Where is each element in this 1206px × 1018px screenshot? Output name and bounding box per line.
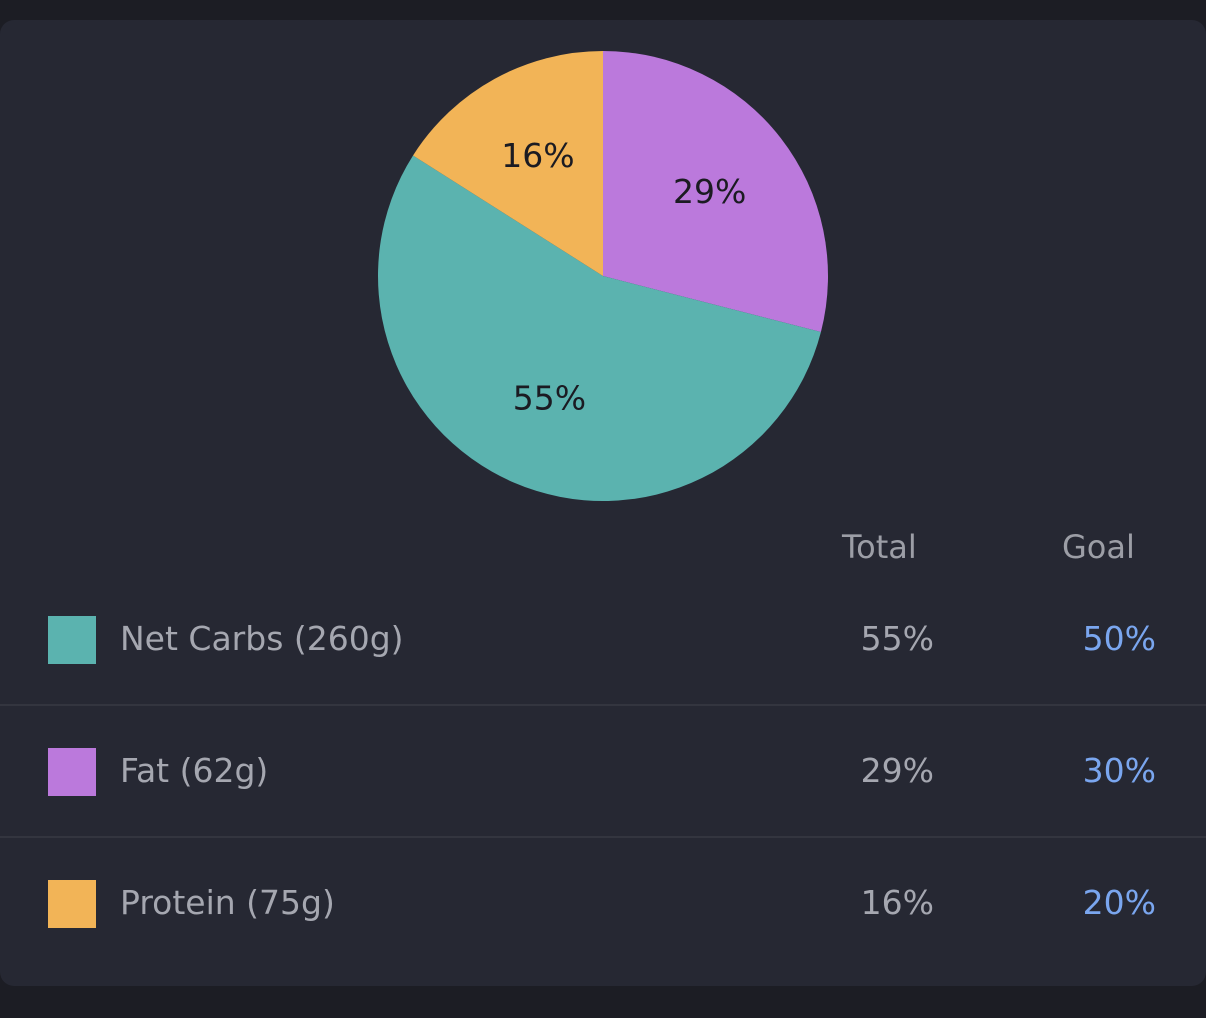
color-swatch	[48, 880, 96, 928]
macro-name: Protein (75g)	[120, 883, 335, 922]
pie-label-net-carbs: 55%	[513, 378, 586, 417]
pie-slice-protein[interactable]	[413, 51, 603, 276]
macro-row-net-carbs[interactable]: Net Carbs (260g) 55% 50%	[0, 574, 1206, 706]
color-swatch	[48, 616, 96, 664]
pie-label-protein: 16%	[501, 136, 574, 175]
macro-name: Fat (62g)	[120, 751, 269, 790]
column-header-total: Total	[842, 528, 917, 566]
macro-row-protein[interactable]: Protein (75g) 16% 20%	[0, 838, 1206, 970]
macro-goal[interactable]: 50%	[1082, 619, 1156, 658]
macro-row-fat[interactable]: Fat (62g) 29% 30%	[0, 706, 1206, 838]
macro-goal[interactable]: 30%	[1082, 751, 1156, 790]
macro-total: 29%	[860, 751, 934, 790]
pie-label-fat: 29%	[673, 172, 746, 211]
pie-slice-fat[interactable]	[603, 51, 828, 332]
color-swatch	[48, 748, 96, 796]
macros-pie-chart: 29% 55% 16%	[0, 20, 1206, 520]
pie-slice-net-carbs[interactable]	[378, 155, 821, 501]
macro-goal[interactable]: 20%	[1082, 883, 1156, 922]
pie-chart-svg: 29% 55% 16%	[378, 51, 828, 501]
row-divider	[0, 704, 1206, 706]
macro-total: 16%	[860, 883, 934, 922]
macro-total: 55%	[860, 619, 934, 658]
macro-name: Net Carbs (260g)	[120, 619, 404, 658]
row-divider	[0, 836, 1206, 838]
macros-card: 29% 55% 16% Total Goal Net Carbs (260g) 55…	[0, 20, 1206, 986]
column-header-goal: Goal	[1062, 528, 1135, 566]
